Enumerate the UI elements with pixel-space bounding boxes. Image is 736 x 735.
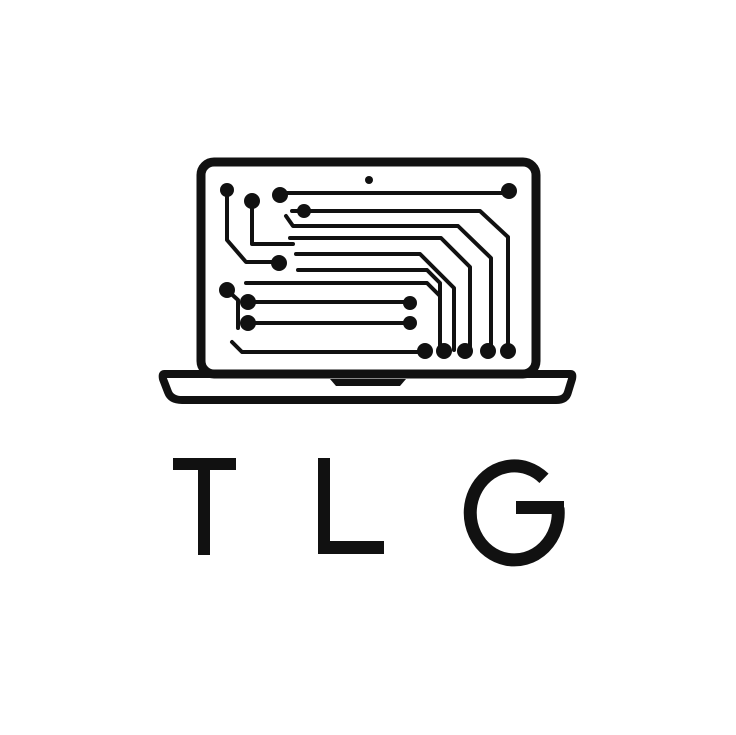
logo-wordmark [173,458,565,567]
wordmark-letter-t [173,458,236,555]
laptop-notch [330,379,406,386]
circuit-traces [225,188,510,354]
wordmark-letter-l [318,458,384,554]
laptop-circuit-icon [158,157,577,404]
laptop-base [158,370,577,404]
wordmark-letter-g [463,459,565,567]
laptop-camera-dot [365,176,373,184]
circuit-nodes [219,183,517,359]
